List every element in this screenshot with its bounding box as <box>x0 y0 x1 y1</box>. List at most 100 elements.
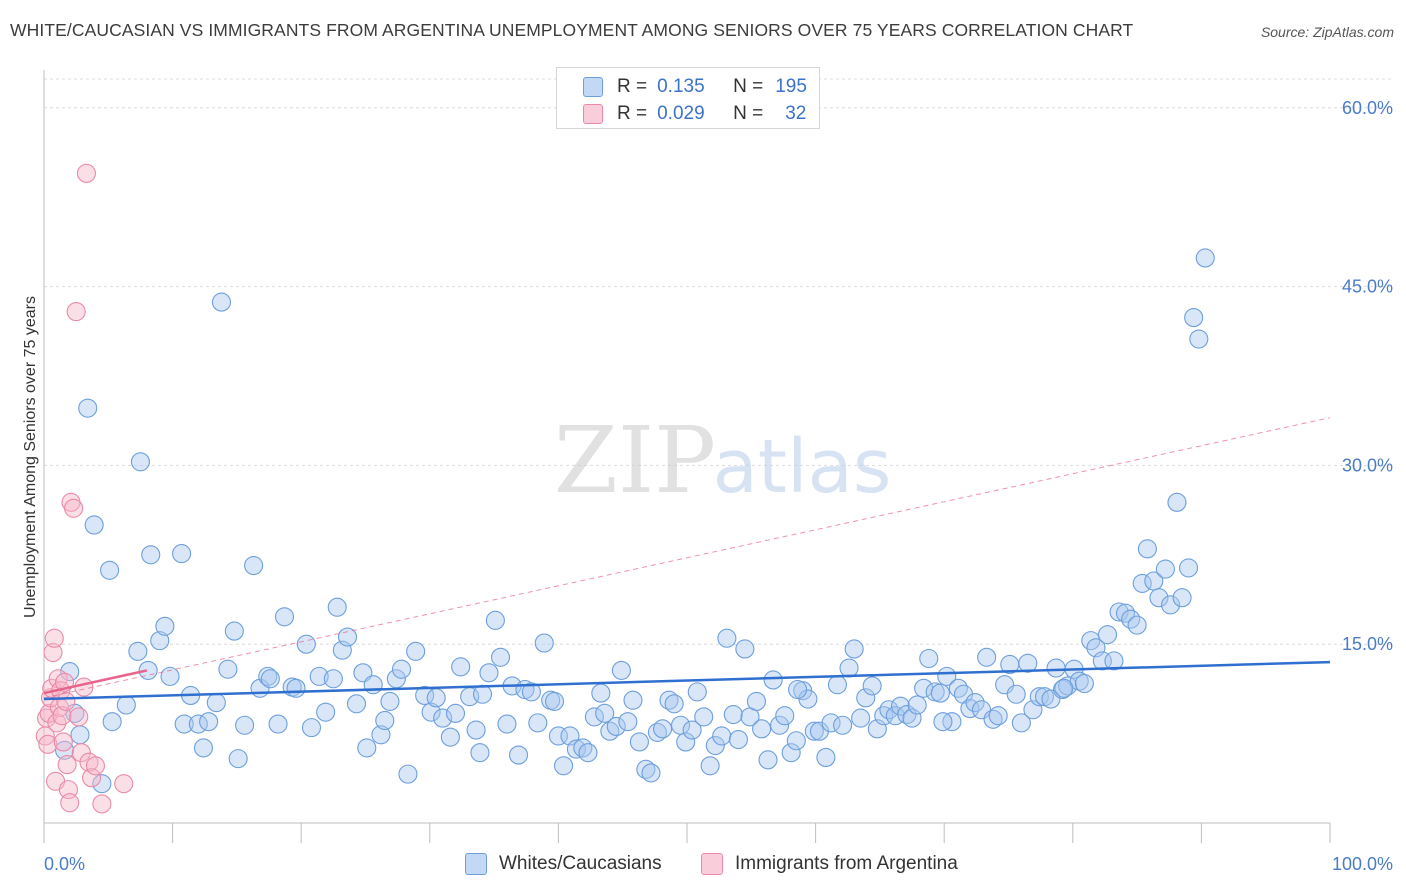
whites-point <box>521 682 541 702</box>
whites-point <box>664 694 684 714</box>
whites-point <box>839 658 859 678</box>
whites-point <box>584 707 604 727</box>
whites-point <box>700 756 720 776</box>
bottom-legend-argentina: Immigrants from Argentina <box>701 852 958 876</box>
whites-point <box>1097 625 1118 645</box>
argentina-point <box>74 677 94 697</box>
whites-point <box>116 695 136 715</box>
whites-point <box>451 657 471 677</box>
legend-r-value-whites: 0.135 <box>657 76 705 97</box>
whites-point <box>1069 671 1089 691</box>
whites-point <box>150 631 170 651</box>
whites-point <box>433 708 453 728</box>
whites-point <box>874 706 894 726</box>
whites-point <box>1052 679 1073 700</box>
whites-point <box>327 597 347 617</box>
whites-point <box>676 732 696 752</box>
whites-point <box>258 666 278 686</box>
argentina-point <box>66 302 86 322</box>
whites-point <box>268 714 288 734</box>
legend-n-value-argentina: 32 <box>785 103 807 124</box>
whites-point <box>1046 658 1066 678</box>
whites-point <box>919 648 939 669</box>
whites-point <box>224 621 244 641</box>
whites-point <box>199 712 219 732</box>
whites-point <box>406 641 426 661</box>
whites-point <box>694 707 714 727</box>
whites-point <box>775 706 795 726</box>
argentina-point <box>114 774 134 794</box>
whites-point <box>398 764 418 784</box>
whites-point <box>786 731 806 751</box>
whites-point <box>856 688 876 708</box>
whites-point <box>274 607 295 627</box>
argentina-trend-line <box>43 669 148 695</box>
legend-n-label: N = <box>733 103 764 124</box>
whites-point <box>60 662 80 682</box>
y-tick-label: 15.0% <box>1342 634 1393 654</box>
whites-point <box>172 544 192 564</box>
whites-point <box>211 292 232 312</box>
argentina-point <box>60 793 80 813</box>
whites-point <box>1155 559 1175 579</box>
tick-label-layer: 15.0% 30.0% 45.0% 60.0% 0.0% 100.0% <box>44 98 1393 874</box>
whites-point <box>948 678 968 698</box>
whites-point <box>746 691 766 711</box>
whites-point <box>862 676 882 696</box>
whites-point <box>534 633 554 653</box>
whites-point <box>566 739 586 759</box>
whites-point <box>415 685 435 705</box>
whites-point <box>1195 248 1215 268</box>
argentina-point <box>64 498 84 518</box>
legend-r-label: R = <box>617 76 648 97</box>
whites-point <box>380 691 400 711</box>
argentina-point <box>76 163 96 183</box>
whites-point <box>930 683 950 703</box>
whites-point <box>508 745 529 765</box>
whites-point <box>346 694 367 714</box>
whites-point <box>421 702 441 722</box>
argentina-point <box>92 794 112 814</box>
whites-point <box>55 740 75 760</box>
whites-point <box>235 715 255 735</box>
whites-point <box>286 678 306 698</box>
whites-point <box>897 704 917 725</box>
bottom-legend-label-argentina: Immigrants from Argentina <box>735 853 958 874</box>
whites-point <box>1167 492 1187 512</box>
whites-point <box>497 714 517 734</box>
whites-point <box>659 690 679 710</box>
legend-row-whites: R = 0.135 N = 195 <box>583 75 807 99</box>
whites-point <box>138 660 158 680</box>
trend-layer <box>43 417 1331 701</box>
whites-point <box>827 675 848 695</box>
whites-point <box>844 639 864 659</box>
whites-point <box>647 722 667 742</box>
whites-point <box>763 670 783 690</box>
whites-point <box>821 713 841 733</box>
whites-point <box>128 641 148 661</box>
whites-point <box>1189 329 1209 349</box>
argentina-point <box>69 707 89 727</box>
whites-point <box>758 750 778 770</box>
whites-point <box>440 727 460 747</box>
whites-point <box>375 710 395 731</box>
watermark-atlas: atlas <box>713 424 892 510</box>
argentina-trend-extended <box>43 417 1331 699</box>
whites-point <box>728 730 748 750</box>
whites-point <box>445 703 466 723</box>
whites-point <box>206 693 226 713</box>
whites-point <box>977 647 997 667</box>
x-tick-label-max: 100.0% <box>1332 854 1393 874</box>
whites-point <box>833 715 853 735</box>
whites-point <box>712 726 732 746</box>
whites-points <box>55 248 1215 794</box>
legend-n-label: N = <box>733 76 764 97</box>
whites-point <box>309 666 329 686</box>
argentina-point <box>85 756 105 776</box>
whites-point <box>629 732 649 752</box>
y-tick-label: 60.0% <box>1342 98 1393 118</box>
whites-point <box>323 669 343 689</box>
whites-point <box>988 706 1008 726</box>
whites-point <box>682 720 702 740</box>
whites-point <box>470 743 490 763</box>
